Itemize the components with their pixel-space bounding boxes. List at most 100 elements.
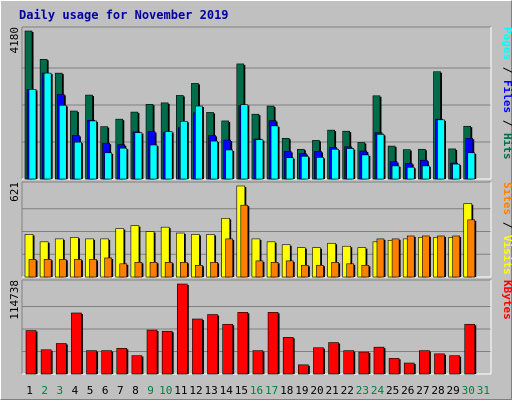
bar-shadow [199,235,201,277]
bar-shadow [365,248,368,277]
bar-shadow [157,146,159,179]
x-axis-day-label: 2 [41,384,48,397]
kbytes-bar [313,347,324,375]
bar-shadow [368,266,371,277]
bar-shadow [293,158,295,179]
pages-bar [104,152,112,180]
kbytes-bar [207,314,218,375]
bar-shadow [275,242,277,277]
kbytes-bar [403,362,415,375]
legend-hits-files-pages: Pages / Files / Hits [501,27,512,160]
kbytes-bar [146,329,158,375]
bar-shadow [172,332,174,374]
bar-shadow [368,353,371,374]
bar-shadow [259,239,262,277]
kbytes-bar [328,342,339,375]
pages-bar [58,105,67,180]
bar-shadow [187,122,189,179]
pages-bar [467,152,476,180]
kbytes-bar [464,323,476,375]
y-axis-max-label: 114738 [8,280,21,320]
bar-shadow [66,260,68,277]
sites-bar [270,262,279,278]
bar-shadow [96,260,99,277]
bar-shadow [459,236,462,277]
x-axis-day-label: 30 [462,384,475,397]
x-axis-day-label: 1 [26,384,33,397]
bar-shadow [126,149,129,179]
kbytes-bar [419,350,430,375]
kbytes-bar [86,350,97,375]
x-axis-day-label: 12 [189,384,202,397]
sites-bar [285,260,294,278]
pages-bar [255,139,264,180]
bar-shadow [93,239,96,277]
x-axis-day-label: 14 [220,384,234,397]
bar-shadow [399,166,401,179]
x-axis-day-label: 8 [132,384,139,397]
kbytes-bar [449,355,460,375]
bar-shadow [459,165,462,179]
pages-bar [43,72,52,180]
bar-shadow [141,263,144,277]
bar-shadow [63,239,65,277]
pages-bar [391,165,400,180]
pages-bar [195,105,203,180]
x-axis-day-label: 24 [371,384,385,397]
bar-shadow [323,158,325,179]
bar-shadow [96,121,99,179]
pages-bar [422,165,430,180]
bar-shadow [335,244,338,277]
x-axis-day-label: 13 [204,384,217,397]
chart-title: Daily usage for November 2019 [19,8,229,22]
bar-shadow [399,239,401,277]
bar-shadow [444,120,446,179]
pages-bar [210,140,218,180]
sites-bar [119,263,128,278]
bar-shadow [247,105,250,179]
bar-shadow [262,140,265,179]
pages-bar [240,104,249,180]
x-axis-day-label: 26 [401,384,414,397]
bar-shadow [429,351,431,374]
pages-bar [134,132,143,180]
bar-shadow [36,331,38,374]
sites-bar [301,264,309,278]
bar-shadow [51,260,53,277]
kbytes-bar [222,323,233,375]
x-axis-day-label: 20 [310,384,323,397]
sites-bar [391,238,400,278]
bar-shadow [232,150,235,179]
bar-shadow [414,236,416,277]
bar-shadow [81,143,83,179]
kbytes-bar [298,364,309,375]
sites-bar [316,264,324,278]
pages-bar [285,157,294,180]
bar-shadow [459,356,462,374]
bar-shadow [262,261,265,277]
x-axis-day-label: 6 [102,384,109,397]
bar-shadow [157,263,159,277]
pages-bar [301,156,309,180]
x-axis-day-label: 31 [477,384,490,397]
bar-shadow [278,263,280,277]
kbytes-bar [388,358,400,375]
bar-shadow [305,248,307,277]
bar-shadow [141,133,144,179]
x-axis-day-label: 22 [341,384,354,397]
x-axis-day-label: 15 [235,384,248,397]
bar-shadow [217,263,220,277]
sites-bar [164,262,173,278]
bar-shadow [414,168,416,179]
bar-shadow [474,220,477,277]
kbytes-bar [131,355,143,375]
sites-bar [376,238,385,278]
sites-bar [195,264,203,278]
pages-bar [225,149,233,180]
legend-item: KBytes [501,280,512,320]
bar-shadow [36,90,38,179]
sites-bar [28,259,37,278]
x-axis-day-label: 18 [280,384,293,397]
bar-shadow [308,157,310,179]
bar-shadow [308,266,310,277]
